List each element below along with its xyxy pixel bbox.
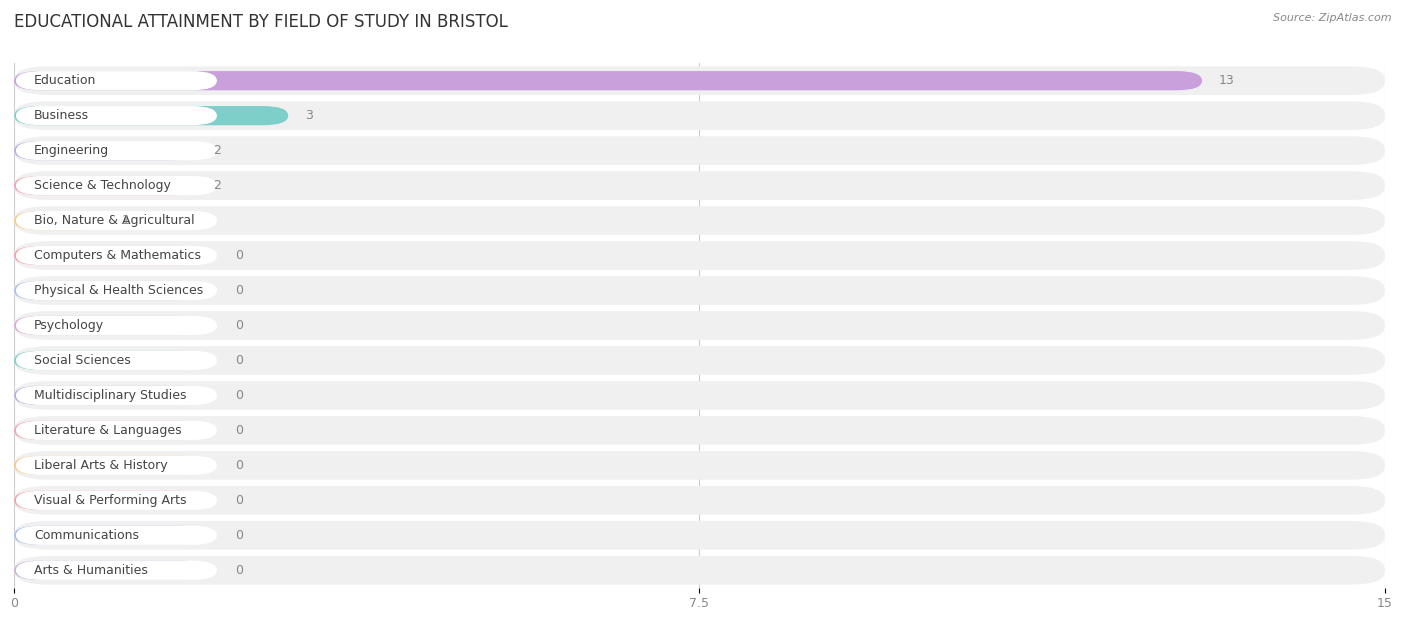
FancyBboxPatch shape [14,141,197,161]
Text: Engineering: Engineering [34,144,110,157]
FancyBboxPatch shape [14,490,207,510]
Text: Source: ZipAtlas.com: Source: ZipAtlas.com [1274,13,1392,23]
FancyBboxPatch shape [14,106,288,125]
FancyBboxPatch shape [14,351,207,370]
FancyBboxPatch shape [14,381,1385,410]
Text: 0: 0 [235,529,243,542]
FancyBboxPatch shape [14,281,207,300]
Text: 0: 0 [235,284,243,297]
FancyBboxPatch shape [14,176,197,195]
Text: 0: 0 [235,494,243,507]
FancyBboxPatch shape [14,346,1385,375]
FancyBboxPatch shape [15,281,217,300]
Text: Psychology: Psychology [34,319,104,332]
Text: 0: 0 [235,249,243,262]
Text: 13: 13 [1219,74,1234,87]
Text: 0: 0 [235,389,243,402]
FancyBboxPatch shape [14,456,207,475]
FancyBboxPatch shape [15,246,217,265]
FancyBboxPatch shape [14,526,207,545]
FancyBboxPatch shape [14,521,1385,550]
Text: Business: Business [34,109,90,122]
FancyBboxPatch shape [14,171,1385,200]
Text: Liberal Arts & History: Liberal Arts & History [34,459,167,472]
FancyBboxPatch shape [14,486,1385,514]
FancyBboxPatch shape [15,386,217,405]
Text: Visual & Performing Arts: Visual & Performing Arts [34,494,187,507]
Text: 1: 1 [122,214,129,227]
Text: Arts & Humanities: Arts & Humanities [34,564,148,577]
FancyBboxPatch shape [15,561,217,580]
FancyBboxPatch shape [14,211,105,230]
FancyBboxPatch shape [14,316,207,335]
FancyBboxPatch shape [14,416,1385,445]
Text: Computers & Mathematics: Computers & Mathematics [34,249,201,262]
FancyBboxPatch shape [14,206,1385,235]
Text: Communications: Communications [34,529,139,542]
Text: 0: 0 [235,459,243,472]
Text: 0: 0 [235,564,243,577]
FancyBboxPatch shape [15,141,217,161]
Text: Social Sciences: Social Sciences [34,354,131,367]
FancyBboxPatch shape [15,71,217,90]
Text: 2: 2 [214,144,221,157]
Text: 3: 3 [305,109,312,122]
Text: Science & Technology: Science & Technology [34,179,172,192]
FancyBboxPatch shape [14,386,207,405]
Text: 2: 2 [214,179,221,192]
FancyBboxPatch shape [14,561,207,580]
FancyBboxPatch shape [14,66,1385,95]
Text: Physical & Health Sciences: Physical & Health Sciences [34,284,204,297]
Text: Bio, Nature & Agricultural: Bio, Nature & Agricultural [34,214,195,227]
Text: EDUCATIONAL ATTAINMENT BY FIELD OF STUDY IN BRISTOL: EDUCATIONAL ATTAINMENT BY FIELD OF STUDY… [14,13,508,30]
FancyBboxPatch shape [15,351,217,370]
FancyBboxPatch shape [14,276,1385,305]
Text: 0: 0 [235,354,243,367]
FancyBboxPatch shape [15,106,217,125]
Text: Literature & Languages: Literature & Languages [34,424,181,437]
FancyBboxPatch shape [15,211,217,230]
FancyBboxPatch shape [15,490,217,510]
Text: 0: 0 [235,424,243,437]
FancyBboxPatch shape [15,456,217,475]
FancyBboxPatch shape [14,421,207,440]
FancyBboxPatch shape [15,316,217,335]
FancyBboxPatch shape [14,101,1385,130]
FancyBboxPatch shape [14,556,1385,585]
Text: 0: 0 [235,319,243,332]
FancyBboxPatch shape [14,246,207,265]
FancyBboxPatch shape [14,241,1385,270]
FancyBboxPatch shape [15,421,217,440]
Text: Education: Education [34,74,97,87]
Text: Multidisciplinary Studies: Multidisciplinary Studies [34,389,187,402]
FancyBboxPatch shape [14,137,1385,165]
FancyBboxPatch shape [14,451,1385,480]
FancyBboxPatch shape [14,311,1385,340]
FancyBboxPatch shape [15,526,217,545]
FancyBboxPatch shape [15,176,217,195]
FancyBboxPatch shape [14,71,1202,90]
